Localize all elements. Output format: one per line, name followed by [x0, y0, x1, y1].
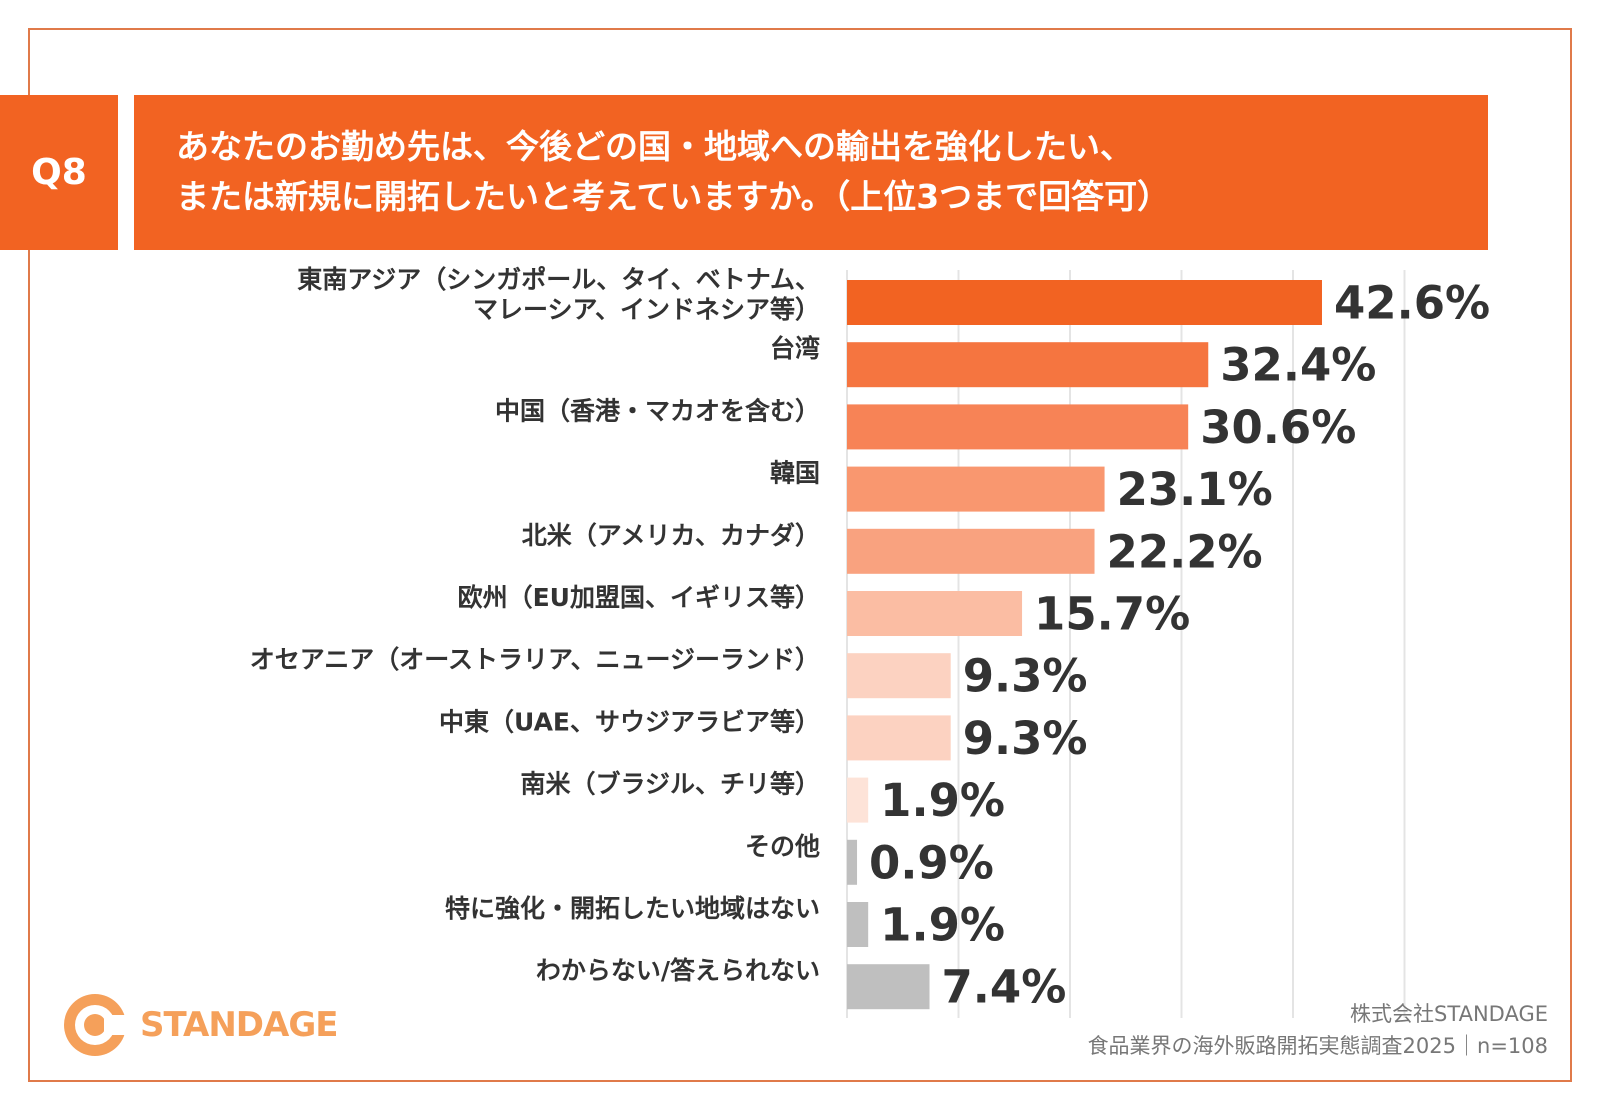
- bar: [847, 902, 869, 947]
- category-label: 中国（香港・マカオを含む）: [495, 396, 820, 425]
- standage-logo: STANDAGE: [60, 990, 338, 1060]
- category-label: 特に強化・開拓したい地域はない: [445, 894, 820, 923]
- value-label: 1.9%: [880, 774, 1005, 827]
- bar: [847, 591, 1023, 636]
- logo-text: STANDAGE: [140, 1005, 338, 1045]
- category-label: その他: [745, 832, 820, 861]
- bar: [847, 404, 1189, 450]
- category-label: オセアニア（オーストラリア、ニュージーランド）: [250, 645, 820, 674]
- value-label: 42.6%: [1334, 277, 1490, 330]
- chart-frame: [28, 28, 1572, 1082]
- bar: [847, 342, 1209, 388]
- bar: [847, 715, 951, 761]
- bar: [847, 964, 930, 1010]
- value-label: 0.9%: [869, 836, 994, 889]
- question-line-1: あなたのお勤め先は、今後どの国・地域への輸出を強化したい、: [176, 127, 1133, 166]
- value-label: 1.9%: [880, 899, 1005, 952]
- bar: [847, 528, 1095, 574]
- company-name: 株式会社STANDAGE: [1350, 1002, 1548, 1026]
- category-label: 韓国: [770, 459, 820, 488]
- bar: [847, 280, 1322, 325]
- category-label: 中東（UAE、サウジアラビア等）: [439, 707, 820, 736]
- value-label: 9.3%: [963, 712, 1088, 765]
- category-label: 南米（ブラジル、チリ等）: [520, 770, 820, 799]
- category-label: マレーシア、インドネシア等）: [473, 295, 820, 324]
- bar: [847, 777, 869, 823]
- bar: [847, 466, 1105, 512]
- value-label: 30.6%: [1200, 401, 1356, 454]
- source-credit: 株式会社STANDAGE 食品業界の海外販路開拓実態調査2025｜n=108: [1088, 998, 1548, 1062]
- value-label: 9.3%: [963, 650, 1088, 703]
- bar: [847, 653, 951, 699]
- value-label: 23.1%: [1117, 463, 1273, 516]
- question-banner: あなたのお勤め先は、今後どの国・地域への輸出を強化したい、 または新規に開拓した…: [134, 95, 1488, 250]
- survey-source: 食品業界の海外販路開拓実態調査2025｜n=108: [1087, 1034, 1548, 1058]
- category-label: 欧州（EU加盟国、イギリス等）: [458, 583, 820, 612]
- bar: [847, 839, 858, 885]
- value-label: 22.2%: [1107, 525, 1263, 578]
- category-label: 台湾: [770, 334, 820, 363]
- value-label: 15.7%: [1034, 588, 1190, 641]
- value-label: 32.4%: [1220, 339, 1376, 392]
- category-label: 北米（アメリカ、カナダ）: [522, 521, 820, 550]
- category-label: わからない/答えられない: [536, 956, 820, 985]
- value-label: 7.4%: [942, 961, 1067, 1014]
- category-label: 東南アジア（シンガポール、タイ、ベトナム、: [297, 265, 820, 294]
- question-line-2: または新規に開拓したいと考えていますか。（上位3つまで回答可）: [176, 177, 1171, 216]
- question-badge: Q8: [0, 95, 118, 250]
- logo-mark-icon: [64, 994, 130, 1056]
